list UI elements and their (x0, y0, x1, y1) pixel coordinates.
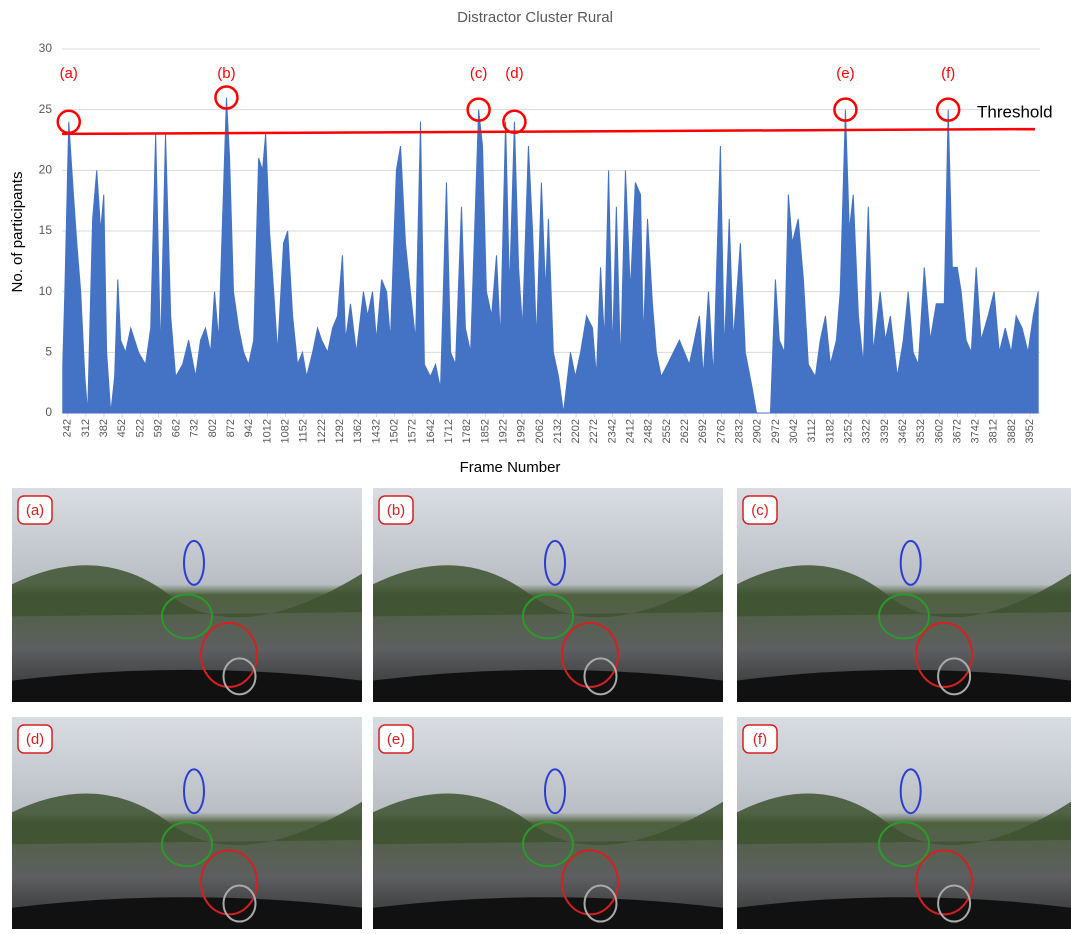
x-tick-label: 3112 (806, 419, 818, 443)
x-tick-label: 1362 (352, 419, 364, 443)
x-tick-label: 1502 (388, 419, 400, 443)
y-tick-label: 5 (45, 345, 52, 359)
x-tick-label: 1572 (407, 419, 419, 443)
x-tick-label: 872 (225, 419, 237, 437)
y-tick-label: 10 (39, 284, 53, 298)
x-tick-label: 3672 (951, 419, 963, 443)
x-tick-label: 2202 (570, 419, 582, 443)
x-tick-label: 2132 (552, 419, 564, 443)
figure: Distractor Cluster Rural No. of particip… (0, 0, 1071, 929)
x-tick-label: 1712 (443, 419, 455, 443)
x-tick-label: 3742 (970, 419, 982, 443)
panel-label: (a) (26, 502, 44, 519)
photo-panels: (a) (b) (c) (d) (e) (f) (12, 488, 1071, 929)
annotation-label: (e) (836, 65, 854, 82)
x-tick-label: 1642 (425, 419, 437, 443)
x-tick-label: 1992 (516, 419, 528, 443)
x-tick-label: 242 (62, 419, 74, 437)
x-tick-label: 2482 (643, 419, 655, 443)
x-tick-label: 1082 (280, 419, 292, 443)
y-tick-label: 0 (45, 405, 52, 419)
x-tick-label: 3182 (824, 419, 836, 443)
x-tick-label: 1922 (497, 419, 509, 443)
x-tick-label: 452 (116, 419, 128, 437)
y-tick-label: 25 (39, 102, 53, 116)
x-tick-label: 732 (189, 419, 201, 437)
x-tick-label: 1012 (261, 419, 273, 443)
x-tick-label: 942 (243, 419, 255, 437)
x-tick-label: 2692 (697, 419, 709, 443)
x-tick-label: 802 (207, 419, 219, 437)
x-tick-label: 2832 (734, 419, 746, 443)
panel-label: (b) (387, 502, 405, 519)
x-tick-label: 3812 (988, 419, 1000, 443)
y-tick-label: 30 (39, 41, 53, 55)
x-tick-label: 3602 (933, 419, 945, 443)
x-axis-title: Frame Number (460, 459, 561, 476)
x-tick-label: 2622 (679, 419, 691, 443)
x-tick-label: 522 (134, 419, 146, 437)
annotation-label: (c) (470, 65, 488, 82)
x-tick-label: 3532 (915, 419, 927, 443)
annotation-label: (f) (941, 65, 955, 82)
x-tick-label: 3462 (897, 419, 909, 443)
x-tick-label: 1432 (370, 419, 382, 443)
x-tick-label: 2342 (606, 419, 618, 443)
area (63, 98, 1038, 413)
x-tick-label: 662 (171, 419, 183, 437)
x-tick-label: 2902 (752, 419, 764, 443)
annotation-label: (b) (217, 65, 235, 82)
x-tick-label: 2762 (715, 419, 727, 443)
x-tick-label: 312 (80, 419, 92, 437)
threshold-label: Threshold (977, 103, 1053, 122)
x-tick-label: 1292 (334, 419, 346, 443)
x-tick-label: 3392 (879, 419, 891, 443)
y-axis-title: No. of participants (9, 172, 26, 293)
x-tick-label: 2272 (588, 419, 600, 443)
chart-title: Distractor Cluster Rural (457, 9, 613, 26)
x-tick-label: 1152 (298, 419, 310, 443)
panel-label: (e) (387, 731, 405, 748)
x-tick-label: 2062 (534, 419, 546, 443)
annotation-label: (d) (505, 65, 523, 82)
threshold-line (62, 129, 1035, 134)
x-tick-label: 3952 (1024, 419, 1036, 443)
x-tick-label: 3882 (1006, 419, 1018, 443)
annotation-label: (a) (60, 65, 78, 82)
x-tick-label: 1852 (479, 419, 491, 443)
x-tick-label: 592 (152, 419, 164, 437)
panel-label: (d) (26, 731, 44, 748)
page: Distractor Cluster Rural No. of particip… (0, 0, 1071, 929)
x-tick-label: 2412 (625, 419, 637, 443)
x-tick-label: 382 (98, 419, 110, 437)
x-tick-label: 3042 (788, 419, 800, 443)
x-tick-label: 1222 (316, 419, 328, 443)
x-tick-label: 2552 (661, 419, 673, 443)
x-tick-label: 3252 (842, 419, 854, 443)
x-tick-label: 2972 (770, 419, 782, 443)
panel-label: (f) (753, 731, 767, 748)
y-tick-label: 15 (39, 223, 53, 237)
x-tick-label: 1782 (461, 419, 473, 443)
x-tick-label: 3322 (861, 419, 873, 443)
panel-label: (c) (751, 502, 769, 519)
y-tick-label: 20 (39, 163, 53, 177)
